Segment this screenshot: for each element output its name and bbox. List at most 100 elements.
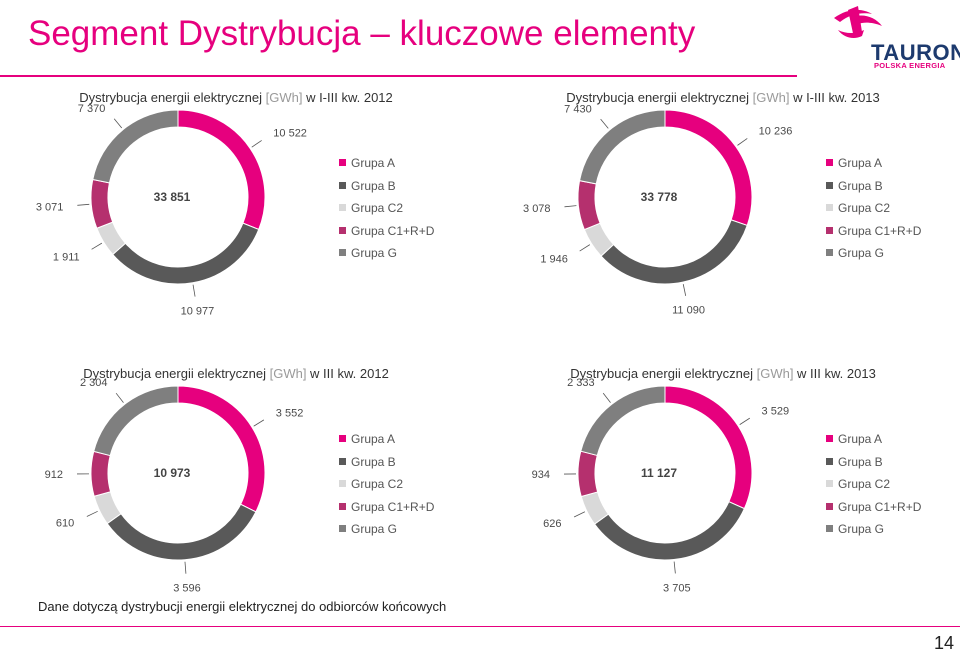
legend-label: Grupa G [351,246,397,260]
legend-swatch [339,458,346,465]
leader-line [603,393,610,402]
leader-line [252,140,262,147]
legend-label: Grupa B [351,179,396,193]
legend-item-grupa-g: Grupa G [826,246,921,269]
legend-swatch [826,525,833,532]
data-label-grupa-b: 3 596 [173,583,201,595]
legend-label: Grupa C2 [838,477,890,491]
legend-swatch [339,480,346,487]
leader-line [193,285,195,297]
footer-divider [0,626,960,627]
legend-item-grupa-a: Grupa A [339,156,434,179]
legend-item-grupa-g: Grupa G [339,522,434,545]
legend-item-grupa-c1-r-d: Grupa C1+R+D [826,500,921,523]
slice-grupa-a [665,110,752,225]
legend-label: Grupa G [351,522,397,536]
legend-item-grupa-a: Grupa A [826,432,921,455]
leader-line [580,245,590,251]
slice-grupa-a [178,386,265,512]
page-number: 14 [934,633,954,654]
legend-label: Grupa A [351,432,395,446]
legend-swatch [339,182,346,189]
legend-swatch [826,227,833,234]
legend-label: Grupa C2 [351,477,403,491]
legend-label: Grupa A [838,432,882,446]
logo-tagline: POLSKA ENERGIA [874,61,945,70]
slice-grupa-a [178,110,265,229]
data-label-grupa-a: 10 522 [273,128,307,140]
legend-label: Grupa G [838,522,884,536]
total-label: 11 127 [641,466,677,480]
data-label-grupa-a: 10 236 [759,125,793,137]
legend-swatch [826,435,833,442]
data-label-grupa-g: 7 370 [78,103,106,115]
legend-label: Grupa C1+R+D [838,500,921,514]
legend-swatch [339,249,346,256]
legend-item-grupa-a: Grupa A [339,432,434,455]
total-label: 33 778 [641,190,678,204]
slice-grupa-b [601,220,747,284]
legend-item-grupa-c1-r-d: Grupa C1+R+D [826,224,921,247]
leader-line [601,119,609,128]
legend-item-grupa-c1-r-d: Grupa C1+R+D [339,224,434,247]
data-label-grupa-c1-r-d: 934 [532,469,550,481]
legend-label: Grupa C1+R+D [351,224,434,238]
leader-line [87,511,98,516]
data-label-grupa-b: 10 977 [181,305,215,317]
legend-label: Grupa B [838,179,883,193]
total-label: 33 851 [154,190,191,204]
leader-line [674,562,675,574]
legend-item-grupa-c2: Grupa C2 [339,477,434,500]
slide-title: Segment Dystrybucja – kluczowe elementy [28,14,695,54]
legend-swatch [339,525,346,532]
leader-line [77,204,89,205]
leader-line [92,243,102,249]
data-label-grupa-c2: 610 [56,518,74,530]
legend-swatch [826,458,833,465]
legend-item-grupa-b: Grupa B [826,179,921,202]
legend-label: Grupa C1+R+D [351,500,434,514]
legend-swatch [339,435,346,442]
slice-grupa-c1-r-d [578,451,598,496]
legend-label: Grupa B [351,455,396,469]
legend-label: Grupa G [838,246,884,260]
slice-grupa-g [580,110,665,184]
legend-item-grupa-c2: Grupa C2 [826,477,921,500]
data-label-grupa-b: 3 705 [663,582,691,594]
legend-swatch [826,480,833,487]
data-label-grupa-a: 3 552 [276,408,304,420]
legend-swatch [826,159,833,166]
legend-item-grupa-c1-r-d: Grupa C1+R+D [339,500,434,523]
leader-line [737,138,747,145]
data-label-grupa-c2: 626 [543,518,561,530]
legend-label: Grupa C2 [838,201,890,215]
leader-line [114,119,122,128]
slice-grupa-c1-r-d [578,181,600,230]
legend-swatch [826,503,833,510]
leader-line [116,393,123,402]
leader-line [574,512,585,517]
data-label-grupa-c2: 1 911 [53,252,80,264]
chart-panel-2012-q3: Dystrybucja energii elektrycznej [GWh] w… [46,366,426,598]
leader-line [740,418,750,425]
total-label: 10 973 [154,466,191,480]
legend-item-grupa-g: Grupa G [826,522,921,545]
data-label-grupa-g: 2 333 [567,377,595,389]
donut-chart: 3 529 3 705 626 934 2 333 11 127 [533,366,833,598]
data-label-grupa-a: 3 529 [762,406,790,418]
legend-swatch [339,503,346,510]
tauron-logo: TAURON POLSKA ENERGIA [826,4,960,70]
leader-line [564,206,576,207]
slice-grupa-g [94,386,178,456]
legend-item-grupa-g: Grupa G [339,246,434,269]
legend-item-grupa-b: Grupa B [339,179,434,202]
data-label-grupa-g: 2 304 [80,377,108,389]
legend-swatch [339,227,346,234]
legend-label: Grupa A [838,156,882,170]
legend-item-grupa-c2: Grupa C2 [826,201,921,224]
legend-item-grupa-c2: Grupa C2 [339,201,434,224]
data-label-grupa-c1-r-d: 3 071 [36,201,64,213]
leader-line [254,420,264,426]
